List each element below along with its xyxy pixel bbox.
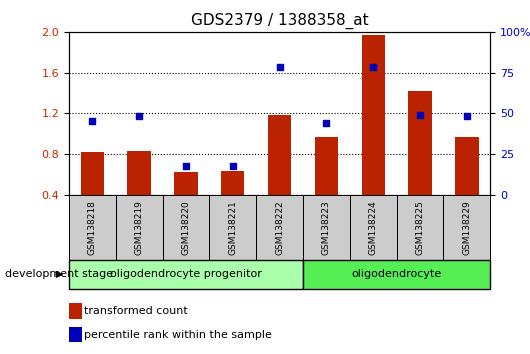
Bar xyxy=(350,195,396,260)
Text: GSM138223: GSM138223 xyxy=(322,200,331,255)
Text: GSM138218: GSM138218 xyxy=(88,200,97,255)
Text: percentile rank within the sample: percentile rank within the sample xyxy=(84,330,272,339)
Text: GSM138220: GSM138220 xyxy=(181,200,190,255)
Bar xyxy=(268,115,292,195)
Bar xyxy=(315,137,338,195)
Bar xyxy=(303,260,490,289)
Bar xyxy=(396,195,444,260)
Bar xyxy=(256,195,303,260)
Text: GSM138222: GSM138222 xyxy=(275,200,284,255)
Bar xyxy=(81,152,104,195)
Point xyxy=(369,65,377,70)
Text: GSM138229: GSM138229 xyxy=(462,200,471,255)
Text: oligodendrocyte: oligodendrocyte xyxy=(351,269,441,279)
Bar xyxy=(127,151,151,195)
Text: development stage: development stage xyxy=(5,269,113,279)
Bar xyxy=(408,91,432,195)
Point xyxy=(88,119,96,124)
Point xyxy=(276,65,284,70)
Point xyxy=(135,114,143,119)
Point xyxy=(463,114,471,119)
Text: GSM138225: GSM138225 xyxy=(416,200,425,255)
Bar xyxy=(221,171,244,195)
Bar xyxy=(69,327,82,342)
Text: oligodendrocyte progenitor: oligodendrocyte progenitor xyxy=(110,269,262,279)
Bar xyxy=(209,195,256,260)
Point xyxy=(228,163,237,169)
Bar xyxy=(303,195,350,260)
Bar xyxy=(163,195,209,260)
Text: GSM138221: GSM138221 xyxy=(228,200,237,255)
Point xyxy=(322,121,331,126)
Bar xyxy=(455,137,479,195)
Text: transformed count: transformed count xyxy=(84,306,188,316)
Text: GSM138224: GSM138224 xyxy=(369,200,378,255)
Bar xyxy=(174,172,198,195)
Bar xyxy=(361,35,385,195)
Text: GSM138219: GSM138219 xyxy=(135,200,144,255)
Bar xyxy=(69,260,303,289)
Bar xyxy=(116,195,163,260)
Title: GDS2379 / 1388358_at: GDS2379 / 1388358_at xyxy=(191,13,368,29)
Bar xyxy=(444,195,490,260)
Bar xyxy=(69,195,116,260)
Point xyxy=(416,113,425,118)
Bar xyxy=(69,303,82,319)
Point xyxy=(182,163,190,169)
